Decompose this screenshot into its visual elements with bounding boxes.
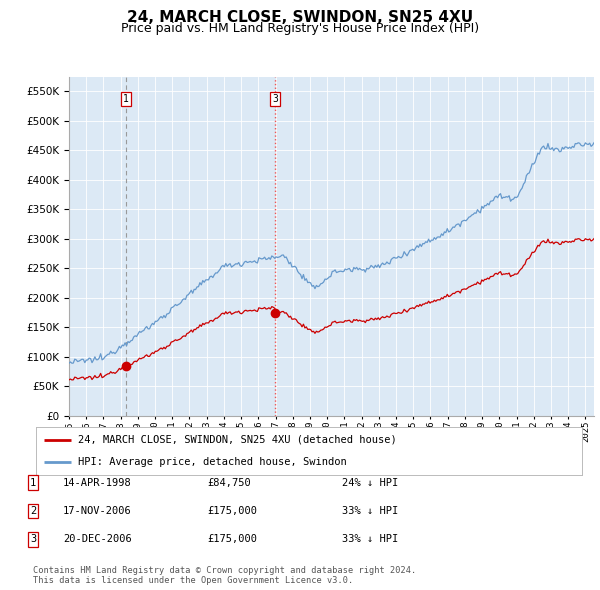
Text: 3: 3 — [272, 94, 278, 104]
Text: 14-APR-1998: 14-APR-1998 — [63, 478, 132, 487]
Text: £84,750: £84,750 — [207, 478, 251, 487]
Text: £175,000: £175,000 — [207, 535, 257, 544]
Text: 24% ↓ HPI: 24% ↓ HPI — [342, 478, 398, 487]
Text: 24, MARCH CLOSE, SWINDON, SN25 4XU: 24, MARCH CLOSE, SWINDON, SN25 4XU — [127, 10, 473, 25]
Text: 3: 3 — [30, 535, 36, 544]
Text: 2: 2 — [30, 506, 36, 516]
Text: Contains HM Land Registry data © Crown copyright and database right 2024.
This d: Contains HM Land Registry data © Crown c… — [33, 566, 416, 585]
Text: 33% ↓ HPI: 33% ↓ HPI — [342, 535, 398, 544]
Text: 33% ↓ HPI: 33% ↓ HPI — [342, 506, 398, 516]
Text: HPI: Average price, detached house, Swindon: HPI: Average price, detached house, Swin… — [78, 457, 347, 467]
Text: 17-NOV-2006: 17-NOV-2006 — [63, 506, 132, 516]
Text: Price paid vs. HM Land Registry's House Price Index (HPI): Price paid vs. HM Land Registry's House … — [121, 22, 479, 35]
Text: £175,000: £175,000 — [207, 506, 257, 516]
Text: 1: 1 — [122, 94, 128, 104]
Text: 20-DEC-2006: 20-DEC-2006 — [63, 535, 132, 544]
Text: 1: 1 — [30, 478, 36, 487]
Text: 24, MARCH CLOSE, SWINDON, SN25 4XU (detached house): 24, MARCH CLOSE, SWINDON, SN25 4XU (deta… — [78, 435, 397, 445]
